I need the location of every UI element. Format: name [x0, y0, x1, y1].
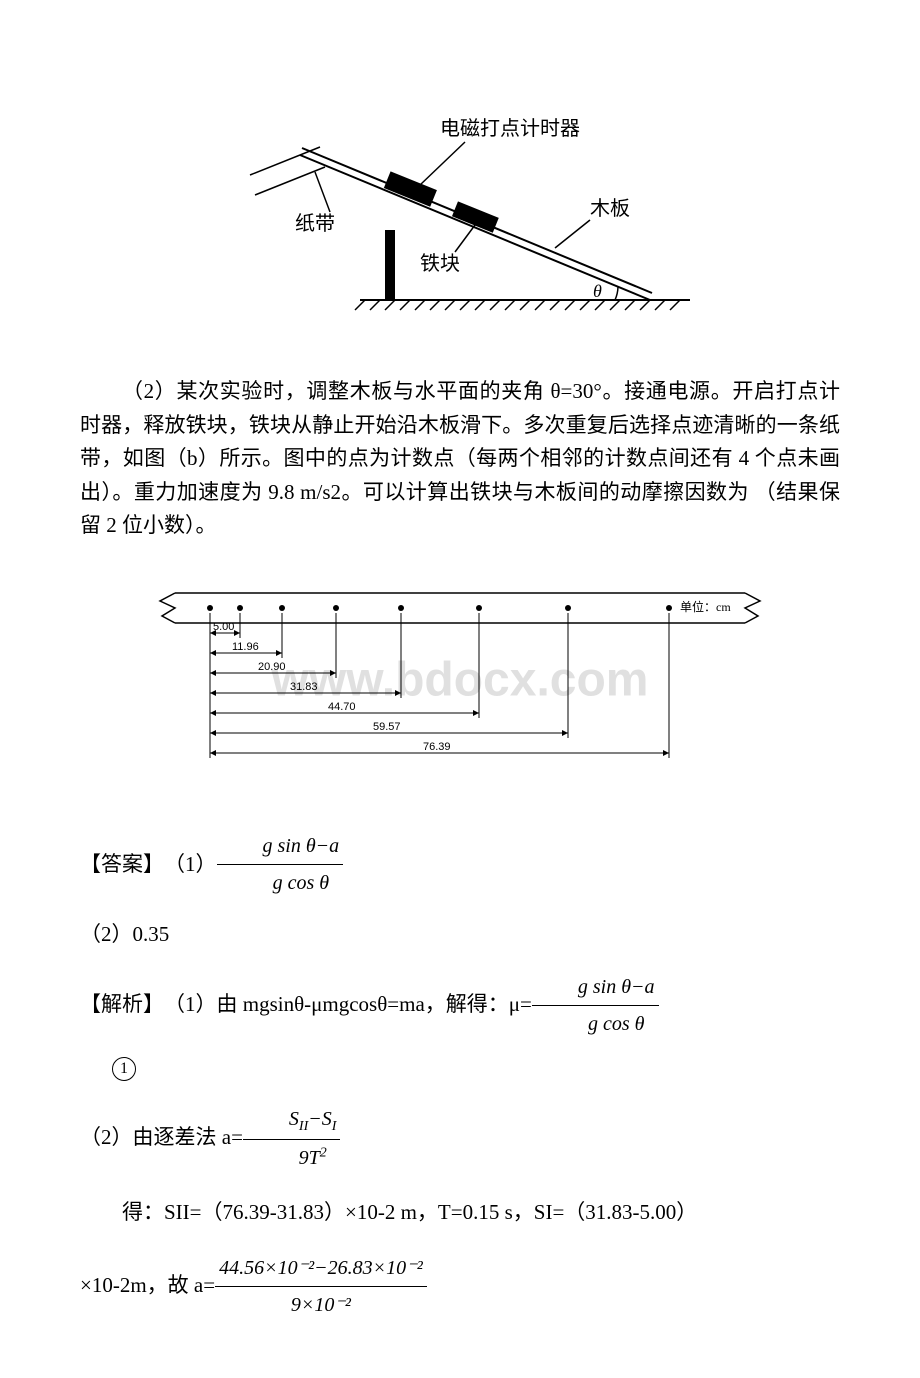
measure-5: 44.70: [210, 613, 479, 718]
measure-6: 59.57: [210, 613, 568, 738]
measure-1: 5.00: [210, 613, 240, 638]
analysis-text3a: 得：SII=（76.39-31.83）×10-2 m，T=0.15 s，SI=（…: [80, 1196, 840, 1230]
timer-label: 电磁打点计时器: [440, 117, 580, 140]
analysis-label: 【解析】: [80, 986, 164, 1024]
answer-part2-value: 0.35: [133, 916, 170, 954]
svg-text:5.00: 5.00: [213, 621, 234, 633]
analysis-part2: （2）由逐差法 a= SII−SI 9T2: [80, 1101, 840, 1176]
angle-label: θ: [593, 281, 602, 301]
analysis-text1: （1）由 mgsinθ-μmgcosθ=ma，解得：μ=: [164, 986, 532, 1024]
analysis-part1: 【解析】 （1）由 mgsinθ-μmgcosθ=ma，解得：μ= g sin …: [80, 969, 840, 1042]
answer-formula1: g sin θ−a g cos θ: [217, 828, 344, 901]
svg-text:44.70: 44.70: [328, 701, 356, 713]
problem-paragraph: （2）某次实验时，调整木板与水平面的夹角 θ=30°。接通电源。开启打点计时器，…: [80, 375, 840, 543]
svg-text:76.39: 76.39: [423, 741, 451, 753]
analysis-formula1: g sin θ−a g cos θ: [532, 969, 659, 1042]
tape-label: 纸带: [295, 212, 335, 235]
svg-text:20.90: 20.90: [258, 661, 286, 673]
analysis-formula2: SII−SI 9T2: [243, 1101, 341, 1176]
svg-text:31.83: 31.83: [290, 681, 318, 693]
circled-number-1: 1: [80, 1057, 840, 1081]
analysis-text2-prefix: （2）由逐差法 a=: [80, 1119, 243, 1157]
analysis-formula3: 44.56×10⁻²−26.83×10⁻² 9×10⁻²: [215, 1250, 427, 1323]
unit-label: 单位：cm: [680, 599, 731, 614]
svg-text:11.96: 11.96: [232, 641, 259, 653]
answer-part2: （2） 0.35: [80, 916, 840, 954]
answer-part2-prefix: （2）: [80, 916, 133, 954]
measure-2: 11.96: [210, 613, 282, 658]
block-label: 铁块: [420, 252, 460, 275]
analysis-text3b: ×10-2m，故 a=: [80, 1267, 215, 1305]
svg-text:59.57: 59.57: [373, 721, 401, 733]
board-label: 木板: [590, 197, 630, 220]
measure-7: 76.39: [210, 613, 669, 758]
inclined-plane-diagram: 电磁打点计时器 纸带 铁块 木板 θ: [80, 100, 840, 325]
tape-diagram: www.bdocx.com 单位：cm: [80, 583, 840, 778]
answer-part1-prefix: （1）: [164, 846, 217, 884]
answer-label: 【答案】: [80, 846, 164, 884]
analysis-part3b: ×10-2m，故 a= 44.56×10⁻²−26.83×10⁻² 9×10⁻²: [80, 1250, 840, 1323]
answer-part1: 【答案】 （1） g sin θ−a g cos θ: [80, 828, 840, 901]
measure-4: 31.83: [210, 613, 401, 698]
